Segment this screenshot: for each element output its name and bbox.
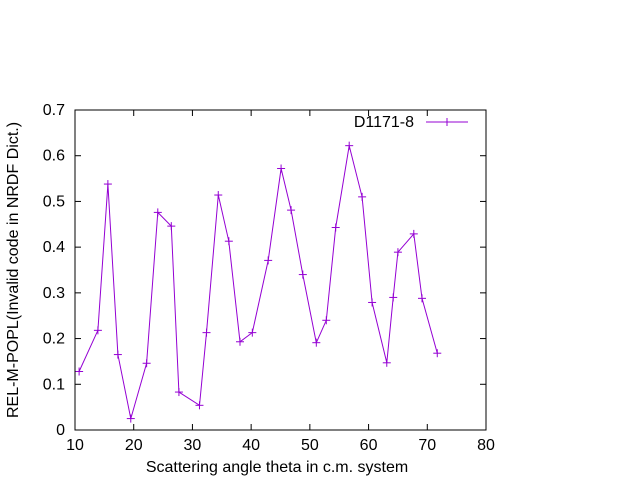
- data-point: [389, 293, 398, 302]
- data-point: [195, 401, 204, 410]
- data-point: [393, 248, 402, 257]
- data-point: [93, 326, 102, 335]
- data-point: [345, 141, 354, 150]
- data-point: [142, 359, 151, 368]
- y-tick-label: 0.5: [43, 193, 65, 210]
- y-tick-label: 0.2: [43, 331, 65, 348]
- y-axis-ticks: 0 0.1 0.2 0.3 0.4 0.5 0.6 0.7: [43, 102, 486, 439]
- data-point: [75, 367, 84, 376]
- x-axis-ticks: 10 20 30 40 50 60 70 80: [66, 110, 495, 454]
- x-tick-label: 30: [184, 437, 202, 454]
- x-tick-label: 50: [301, 437, 319, 454]
- y-tick-label: 0: [56, 422, 65, 439]
- data-point: [103, 180, 112, 189]
- y-tick-label: 0.3: [43, 285, 65, 302]
- series-layer: [75, 141, 442, 423]
- y-tick-label: 0.4: [43, 239, 65, 256]
- y-tick-label: 0.1: [43, 376, 65, 393]
- data-point: [358, 192, 367, 201]
- data-point: [153, 208, 162, 217]
- legend: D1171-8: [354, 114, 468, 131]
- data-point: [214, 191, 223, 200]
- data-point: [224, 237, 233, 246]
- data-point: [248, 328, 257, 337]
- data-point: [322, 316, 331, 325]
- data-point: [167, 222, 176, 231]
- x-tick-label: 60: [360, 437, 378, 454]
- data-point: [174, 388, 183, 397]
- y-tick-label: 0.6: [43, 148, 65, 165]
- data-point: [368, 298, 377, 307]
- x-tick-label: 70: [418, 437, 436, 454]
- data-point: [113, 350, 122, 359]
- x-tick-label: 20: [125, 437, 143, 454]
- y-axis-label: REL-M-POPL(Invalid code in NRDF Dict.): [5, 122, 22, 418]
- x-tick-label: 40: [242, 437, 260, 454]
- data-point: [126, 414, 135, 423]
- data-point: [418, 294, 427, 303]
- y-tick-label: 0.7: [43, 102, 65, 119]
- data-point: [382, 358, 391, 367]
- x-tick-label: 10: [66, 437, 84, 454]
- data-point: [433, 349, 442, 358]
- data-point: [277, 164, 286, 173]
- x-tick-label: 80: [477, 437, 495, 454]
- data-point: [409, 229, 418, 238]
- plot-frame: [74, 109, 487, 431]
- legend-swatch-marker: [443, 118, 451, 126]
- legend-label-d1171-8: D1171-8: [354, 114, 414, 131]
- x-axis-label: Scattering angle theta in c.m. system: [146, 459, 408, 476]
- data-point: [264, 256, 273, 265]
- data-point: [331, 223, 340, 232]
- data-point: [298, 270, 307, 279]
- data-point: [312, 338, 321, 347]
- series-line: [78, 145, 438, 419]
- data-point: [235, 337, 244, 346]
- data-point: [287, 206, 296, 215]
- data-point: [202, 328, 211, 337]
